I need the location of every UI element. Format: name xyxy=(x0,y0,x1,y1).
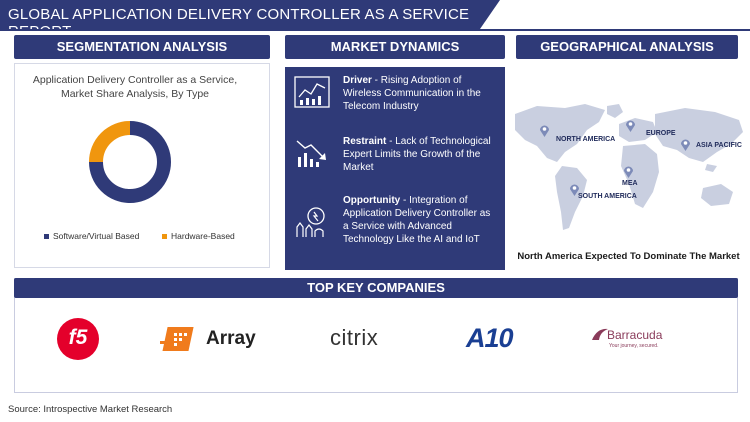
legend-swatch-hardware xyxy=(162,233,167,239)
map-indonesia xyxy=(705,164,717,172)
array-mark-icon xyxy=(160,327,194,351)
title-rule xyxy=(0,29,750,31)
f5-logo: f5 xyxy=(57,318,99,360)
barracuda-wordmark: Barracuda xyxy=(607,328,663,342)
dynamics-panel: Driver - Rising Adoption of Wireless Com… xyxy=(285,67,505,270)
dynamics-header: MARKET DYNAMICS xyxy=(285,35,505,59)
restraint-label: Restraint xyxy=(343,136,387,147)
driver-text: Driver - Rising Adoption of Wireless Com… xyxy=(343,74,498,113)
source-note: Source: Introspective Market Research xyxy=(8,404,173,415)
segmentation-header: SEGMENTATION ANALYSIS xyxy=(14,35,270,59)
segmentation-subtitle-line2: Market Share Analysis, By Type xyxy=(60,88,210,100)
barracuda-tagline: Your journey, secured. xyxy=(609,343,659,349)
map-greenland xyxy=(607,104,623,118)
map-pin-north-america-icon xyxy=(540,125,549,137)
segmentation-panel xyxy=(14,63,270,268)
citrix-logo: citrix xyxy=(330,325,379,350)
map-africa xyxy=(621,144,659,208)
map-asia xyxy=(655,108,743,162)
legend-label-hardware: Hardware-Based xyxy=(171,231,235,241)
restraint-decline-icon xyxy=(296,140,326,167)
world-map xyxy=(515,104,743,230)
region-europe: EUROPE xyxy=(646,130,676,137)
donut-slice-software-virtual-based xyxy=(89,121,171,203)
map-north-america xyxy=(515,104,605,162)
map-south-america xyxy=(555,166,587,230)
segmentation-subtitle-line1: Application Delivery Controller as a Ser… xyxy=(32,74,238,86)
restraint-text: Restraint - Lack of Technological Expert… xyxy=(343,135,498,174)
legend-label-software: Software/Virtual Based xyxy=(53,231,140,241)
map-australia xyxy=(701,184,733,206)
map-pin-south-america-icon xyxy=(570,184,579,196)
array-logo: Array xyxy=(160,325,256,353)
driver-chart-icon xyxy=(294,76,330,108)
legend-item-hardware: Hardware-Based xyxy=(162,231,235,241)
segmentation-subtitle: Application Delivery Controller as a Ser… xyxy=(20,73,250,101)
opportunity-description: - Integration of Application Delivery Co… xyxy=(343,195,491,245)
region-asia-pacific: ASIA PACIFIC xyxy=(696,142,742,149)
region-mea: MEA xyxy=(622,180,638,187)
donut-chart xyxy=(89,121,171,203)
barracuda-wave-icon xyxy=(592,328,608,340)
opportunity-idea-icon xyxy=(296,207,325,237)
map-pin-mea-icon xyxy=(624,166,633,178)
opportunity-label: Opportunity xyxy=(343,195,401,206)
region-north-america: NORTH AMERICA xyxy=(556,136,616,143)
geographical-header: GEOGRAPHICAL ANALYSIS xyxy=(516,35,738,59)
driver-label: Driver xyxy=(343,75,372,86)
legend-swatch-software xyxy=(44,233,49,239)
a10-logo: A10 xyxy=(466,323,514,353)
driver-description: - Rising Adoption of Wireless Communicat… xyxy=(343,75,481,112)
legend-item-software: Software/Virtual Based xyxy=(44,231,139,241)
restraint-description: - Lack of Technological Expert Limits th… xyxy=(343,136,491,173)
donut-slice-hardware-based xyxy=(89,121,131,163)
map-pin-asia-pacific-icon xyxy=(681,139,690,151)
report-title: GLOBAL APPLICATION DELIVERY CONTROLLER A… xyxy=(8,6,470,40)
companies-header: TOP KEY COMPANIES xyxy=(14,278,738,298)
geo-caption: North America Expected To Dominate The M… xyxy=(517,251,740,262)
array-wordmark: Array xyxy=(206,328,256,349)
report-title-bar: GLOBAL APPLICATION DELIVERY CONTROLLER A… xyxy=(0,0,500,29)
region-south-america: SOUTH AMERICA xyxy=(578,193,637,200)
map-pin-europe-icon xyxy=(626,120,635,132)
opportunity-text: Opportunity - Integration of Application… xyxy=(343,194,498,246)
